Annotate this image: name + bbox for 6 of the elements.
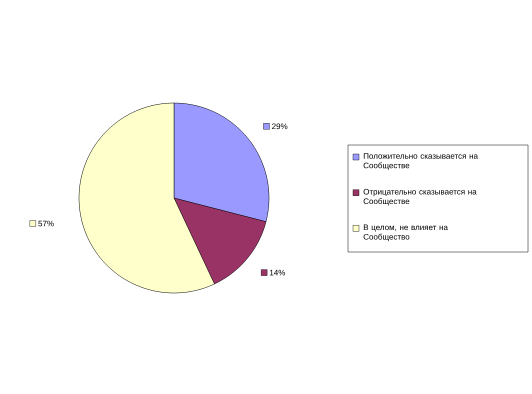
legend-label: Положительно сказывается на Сообществе xyxy=(364,153,478,170)
data-label: 14% xyxy=(270,270,286,276)
data-label: 29% xyxy=(272,123,288,130)
legend-label: Отрицательно сказывается на Сообществе xyxy=(364,188,477,206)
legend-label: В целом, не влияет на Сообщество xyxy=(364,224,448,242)
data-label: 57% xyxy=(38,220,54,226)
